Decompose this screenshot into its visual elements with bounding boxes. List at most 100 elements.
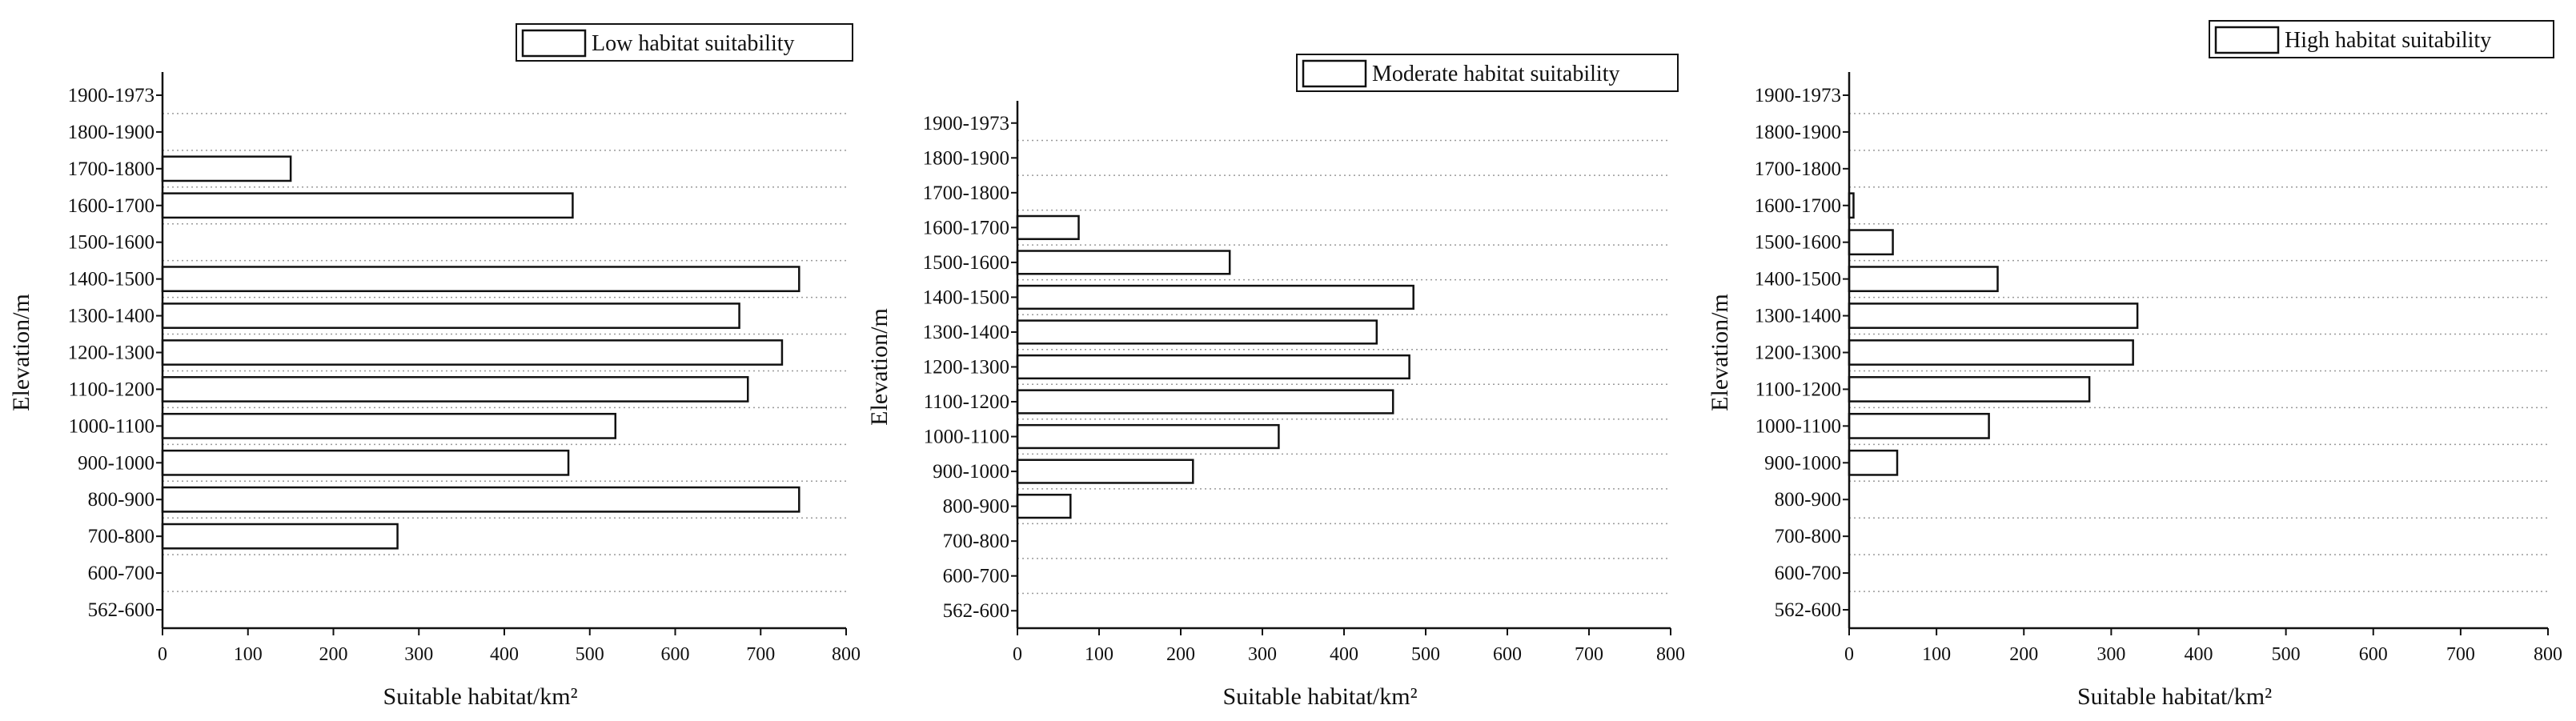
y-tick-label: 1900-1973 bbox=[1755, 85, 1841, 106]
y-tick-label: 600-700 bbox=[1775, 563, 1841, 584]
x-tick-label: 500 bbox=[576, 644, 604, 665]
bar bbox=[1016, 389, 1394, 415]
bar bbox=[1016, 319, 1378, 345]
x-tick-label: 700 bbox=[1575, 644, 1603, 665]
y-tick-label: 1400-1500 bbox=[68, 269, 154, 290]
y-tick-label: 800-900 bbox=[88, 489, 154, 511]
legend-label: Moderate habitat suitability bbox=[1372, 62, 1619, 86]
bar bbox=[161, 412, 617, 439]
y-tick-label: 1000-1100 bbox=[1755, 415, 1841, 437]
x-tick-label: 600 bbox=[1493, 644, 1522, 665]
x-tick-label: 0 bbox=[1013, 644, 1022, 665]
bar bbox=[1016, 494, 1072, 519]
x-tick-label: 200 bbox=[2009, 644, 2038, 665]
y-axis-title: Elevation/m bbox=[866, 308, 893, 426]
y-tick-label: 1700-1800 bbox=[1755, 158, 1841, 180]
y-tick-label: 1000-1100 bbox=[69, 415, 154, 437]
bar bbox=[1016, 250, 1231, 275]
y-tick-label: 562-600 bbox=[943, 600, 1009, 622]
y-tick-label: 1600-1700 bbox=[923, 217, 1009, 238]
y-tick-label: 900-1000 bbox=[1764, 452, 1841, 474]
x-tick-label: 700 bbox=[2446, 644, 2475, 665]
x-tick-label: 700 bbox=[746, 644, 775, 665]
y-tick-label: 1700-1800 bbox=[68, 158, 154, 180]
bar bbox=[1016, 214, 1080, 240]
legend-swatch bbox=[1302, 59, 1367, 88]
x-tick-label: 400 bbox=[2185, 644, 2213, 665]
bar bbox=[1848, 302, 2139, 329]
x-tick-label: 800 bbox=[832, 644, 861, 665]
y-tick-label: 1400-1500 bbox=[1755, 269, 1841, 290]
y-tick-label: 1600-1700 bbox=[68, 195, 154, 217]
y-tick-label: 1100-1200 bbox=[1755, 379, 1841, 400]
chart-panel-2: 562-600600-700700-800800-900900-10001000… bbox=[866, 54, 1685, 710]
y-tick-label: 1300-1400 bbox=[1755, 306, 1841, 327]
x-tick-label: 400 bbox=[1330, 644, 1358, 665]
x-tick-label: 800 bbox=[1656, 644, 1685, 665]
legend-label: Low habitat suitability bbox=[592, 31, 795, 56]
y-tick-label: 1200-1300 bbox=[923, 357, 1009, 379]
bar bbox=[161, 155, 292, 182]
y-tick-label: 900-1000 bbox=[78, 452, 154, 474]
chart-panel-3: 562-600600-700700-800800-900900-10001000… bbox=[1707, 20, 2562, 710]
y-tick-label: 1500-1600 bbox=[1755, 232, 1841, 254]
x-tick-label: 500 bbox=[1411, 644, 1440, 665]
bar bbox=[1848, 412, 1990, 439]
y-tick-label: 1200-1300 bbox=[68, 342, 154, 364]
bar bbox=[161, 302, 740, 329]
y-axis-title: Elevation/m bbox=[8, 294, 34, 411]
legend-swatch bbox=[521, 29, 587, 58]
x-tick-label: 100 bbox=[1922, 644, 1951, 665]
x-tick-label: 200 bbox=[1166, 644, 1195, 665]
y-tick-label: 700-800 bbox=[88, 526, 154, 547]
bar bbox=[1848, 376, 2091, 403]
legend-label: High habitat suitability bbox=[2285, 28, 2491, 53]
y-tick-label: 562-600 bbox=[1775, 599, 1841, 621]
x-tick-label: 0 bbox=[1844, 644, 1854, 665]
y-tick-label: 1300-1400 bbox=[68, 306, 154, 327]
bar bbox=[161, 486, 800, 513]
chart-panel-1: 562-600 600-700 700-800 800-900 900-1000 1000… bbox=[8, 23, 861, 710]
y-tick-label: 800-900 bbox=[1775, 489, 1841, 511]
y-tick-label: 900-1000 bbox=[933, 461, 1009, 483]
bar bbox=[1848, 449, 1899, 476]
bar bbox=[161, 376, 749, 403]
x-tick-label: 300 bbox=[1248, 644, 1277, 665]
y-axis-title: Elevation/m bbox=[1707, 294, 1733, 411]
legend-swatch bbox=[2214, 26, 2280, 54]
y-tick-label: 1800-1900 bbox=[923, 147, 1009, 169]
y-tick-label: 562-600 bbox=[88, 599, 154, 621]
bar bbox=[161, 339, 784, 366]
y-tick-label: 1100-1200 bbox=[924, 391, 1009, 413]
x-tick-label: 100 bbox=[1085, 644, 1113, 665]
x-tick-label: 300 bbox=[404, 644, 433, 665]
y-tick-label: 1800-1900 bbox=[1755, 122, 1841, 143]
y-tick-label: 600-700 bbox=[943, 566, 1009, 587]
x-tick-label: 500 bbox=[2272, 644, 2301, 665]
y-tick-label: 1400-1500 bbox=[923, 286, 1009, 308]
y-tick-label: 600-700 bbox=[88, 563, 154, 584]
x-tick-label: 400 bbox=[490, 644, 519, 665]
y-tick-label: 1300-1400 bbox=[923, 322, 1009, 343]
bar bbox=[161, 192, 574, 219]
x-axis-title: Suitable habitat/km² bbox=[2077, 683, 2272, 710]
x-axis-title: Suitable habitat/km² bbox=[383, 683, 577, 710]
y-tick-label: 1700-1800 bbox=[923, 182, 1009, 204]
bar bbox=[1016, 284, 1414, 310]
y-tick-label: 800-900 bbox=[943, 496, 1009, 518]
bar bbox=[1848, 229, 1894, 256]
y-tick-label: 700-800 bbox=[943, 531, 1009, 552]
bar bbox=[1848, 339, 2134, 366]
y-tick-label: 1000-1100 bbox=[924, 427, 1009, 448]
x-tick-label: 0 bbox=[158, 644, 167, 665]
bar bbox=[1016, 459, 1194, 484]
x-tick-label: 600 bbox=[661, 644, 690, 665]
x-axis-title: Suitable habitat/km² bbox=[1222, 683, 1417, 710]
bar bbox=[161, 523, 399, 550]
y-tick-label: 1800-1900 bbox=[68, 122, 154, 143]
y-tick-label: 700-800 bbox=[1775, 526, 1841, 547]
x-tick-label: 600 bbox=[2359, 644, 2388, 665]
y-tick-label: 1100-1200 bbox=[69, 379, 154, 400]
x-tick-label: 200 bbox=[319, 644, 348, 665]
